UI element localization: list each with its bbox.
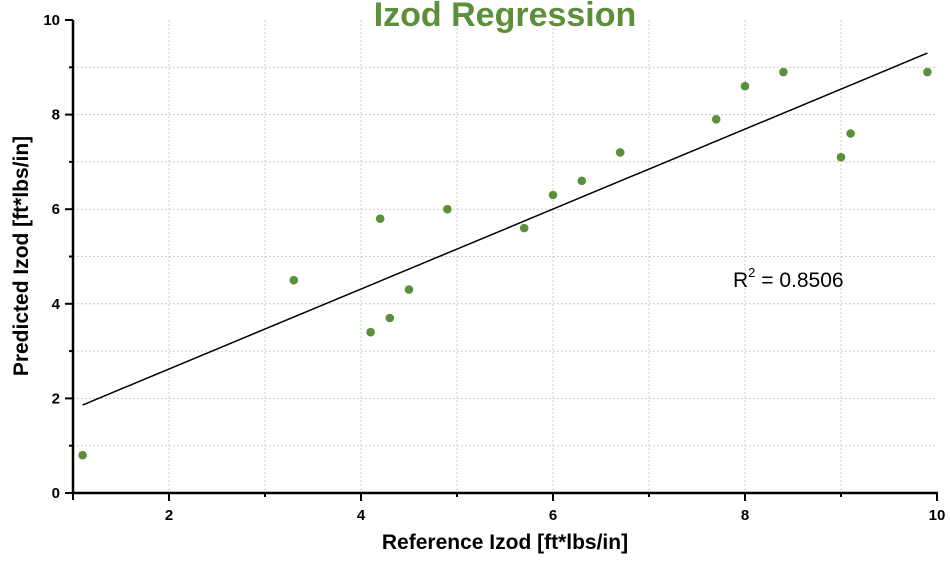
data-point (740, 81, 750, 91)
data-point (836, 152, 846, 162)
data-point (519, 223, 529, 233)
grid (73, 20, 937, 493)
data-points (78, 67, 932, 460)
data-point (846, 129, 855, 138)
regression-line (82, 52, 928, 406)
data-point (404, 285, 414, 294)
tick-labels: 2 4 6 8 10 0 2 4 6 8 10 (43, 12, 945, 524)
data-point (779, 67, 788, 77)
data-point (443, 204, 452, 214)
r-superscript: 2 (748, 265, 755, 280)
y-axis-label: Predicted Izod [ft*lbs/in] (10, 136, 33, 376)
x-tick-label: 8 (741, 507, 749, 524)
r-value: = 0.8506 (755, 269, 843, 292)
data-point (366, 327, 375, 337)
x-axis-label: Reference Izod [ft*lbs/in] (382, 531, 628, 554)
data-point (548, 190, 558, 200)
x-tick-label: 6 (549, 507, 557, 524)
y-tick-label: 6 (52, 201, 60, 218)
data-point (923, 67, 932, 77)
data-point (615, 148, 625, 157)
data-point (375, 214, 385, 223)
y-tick-label: 2 (52, 390, 60, 407)
x-tick-label: 2 (165, 507, 173, 524)
x-tick-label: 10 (929, 507, 946, 524)
y-tick-label: 10 (43, 12, 60, 29)
x-tick-label: 4 (357, 507, 366, 524)
r-squared-annotation: R2 = 0.8506 (733, 265, 844, 292)
r-label: R (733, 269, 748, 292)
y-tick-label: 0 (52, 485, 60, 502)
data-point (711, 115, 721, 124)
data-point (577, 176, 587, 186)
data-point (78, 450, 87, 460)
y-tick-label: 8 (52, 107, 60, 124)
y-tick-label: 4 (52, 296, 61, 313)
data-point (385, 313, 395, 323)
axes (65, 19, 938, 501)
chart-title: Izod Regression (374, 0, 637, 34)
data-point (289, 275, 299, 285)
